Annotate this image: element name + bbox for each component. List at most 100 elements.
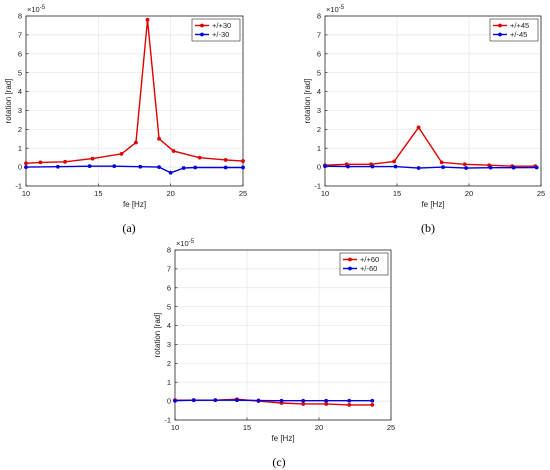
data-point xyxy=(324,398,329,403)
y-tick-label: 3 xyxy=(317,106,321,115)
y-tick-label: 7 xyxy=(317,30,321,39)
data-point xyxy=(534,165,539,170)
y-tick-label: 5 xyxy=(18,68,22,77)
data-point xyxy=(87,164,92,169)
legend-box xyxy=(339,252,389,276)
legend-marker xyxy=(498,23,502,28)
data-point xyxy=(301,398,306,403)
legend-marker xyxy=(498,32,502,37)
legend-entry: +/+60 xyxy=(360,255,379,264)
y-tick-label: 5 xyxy=(167,302,171,311)
y-tick-label: 8 xyxy=(18,12,22,21)
x-tick-label: 25 xyxy=(537,189,545,198)
data-point xyxy=(171,149,176,153)
data-point xyxy=(193,165,198,170)
plot-frame xyxy=(25,15,244,187)
data-point xyxy=(241,165,245,170)
plot-area xyxy=(325,16,541,186)
y-tick-label: 3 xyxy=(167,340,171,349)
x-axis-label: fe [Hz] xyxy=(123,200,146,209)
y-tick-label: 6 xyxy=(167,283,171,292)
legend-entry: +/-45 xyxy=(510,30,527,39)
y-axis-label: rotation [rad] xyxy=(4,79,13,124)
legend-marker xyxy=(200,32,204,37)
x-tick-label: 10 xyxy=(321,189,329,198)
plot-frame xyxy=(324,15,542,187)
panel-label: (b) xyxy=(421,221,435,235)
data-point xyxy=(223,158,228,162)
legend-entry: +/+45 xyxy=(510,21,529,30)
y-tick-label: 1 xyxy=(317,144,321,153)
data-point xyxy=(301,402,306,406)
y-axis-label: rotation [rad] xyxy=(153,313,162,358)
y-tick-label: 7 xyxy=(167,264,171,273)
y-tick-label: 1 xyxy=(167,378,171,387)
y-tick-label: 6 xyxy=(317,49,321,58)
y-exponent-label: ×10-5 xyxy=(326,5,345,14)
data-point xyxy=(347,402,352,407)
data-point xyxy=(24,161,28,166)
data-point xyxy=(223,165,228,170)
data-point xyxy=(157,165,161,170)
data-point xyxy=(441,165,445,170)
data-point xyxy=(168,170,173,175)
y-tick-label: 5 xyxy=(317,68,321,77)
data-point xyxy=(370,164,375,169)
x-tick-label: 15 xyxy=(393,189,401,198)
data-point xyxy=(347,398,352,403)
data-point xyxy=(24,165,28,170)
data-point xyxy=(213,398,218,403)
data-point xyxy=(511,165,516,170)
y-tick-label: -1 xyxy=(164,416,171,425)
data-point xyxy=(181,166,186,170)
legend-entry: +/-30 xyxy=(212,30,229,39)
data-point xyxy=(119,151,124,156)
legend-box xyxy=(191,18,241,42)
y-exponent-label: ×10-5 xyxy=(176,239,195,248)
data-point xyxy=(346,164,350,169)
data-point xyxy=(90,156,95,161)
x-tick-label: 25 xyxy=(239,189,247,198)
legend-entry: +/-60 xyxy=(360,264,377,273)
legend-marker xyxy=(200,23,204,28)
data-point xyxy=(191,398,196,403)
legend-box xyxy=(489,18,539,42)
data-point xyxy=(256,398,261,403)
data-point xyxy=(416,125,421,130)
data-point xyxy=(157,136,161,141)
data-point xyxy=(439,160,444,165)
plot-frame xyxy=(174,249,392,421)
y-axis-label: rotation [rad] xyxy=(303,79,312,124)
y-tick-label: -1 xyxy=(314,182,321,191)
data-point xyxy=(138,164,143,169)
data-point xyxy=(462,162,467,167)
data-point xyxy=(324,402,329,406)
chart-panel-3: 10 15 20 25 -1 0 1 2 3 4 5 6 7 8 ×10-5 fe [Hz] rotation … xyxy=(153,239,395,469)
x-tick-label: 15 xyxy=(94,189,102,198)
x-tick-label: 20 xyxy=(166,189,174,198)
y-tick-label: 2 xyxy=(317,125,321,134)
series-line-2 xyxy=(174,399,373,402)
x-axis-label: fe [Hz] xyxy=(271,434,294,443)
legend-entry: +/+30 xyxy=(212,21,231,30)
series-line-1 xyxy=(25,19,244,165)
legend-marker xyxy=(348,266,352,271)
y-tick-label: 4 xyxy=(167,321,171,330)
data-point xyxy=(370,398,375,403)
y-tick-label: 4 xyxy=(18,87,22,96)
panel-label: (c) xyxy=(272,455,285,469)
data-point xyxy=(55,164,60,169)
data-point xyxy=(416,166,421,170)
legend-marker xyxy=(348,257,352,262)
x-axis-label: fe [Hz] xyxy=(421,200,444,209)
data-point xyxy=(38,160,43,165)
x-tick-label: 20 xyxy=(465,189,473,198)
data-point xyxy=(173,398,177,403)
plot-area xyxy=(26,16,243,186)
data-point xyxy=(112,164,117,169)
data-point xyxy=(488,165,493,170)
y-tick-label: 4 xyxy=(317,87,321,96)
data-point xyxy=(145,17,150,22)
y-tick-label: 8 xyxy=(167,246,171,255)
